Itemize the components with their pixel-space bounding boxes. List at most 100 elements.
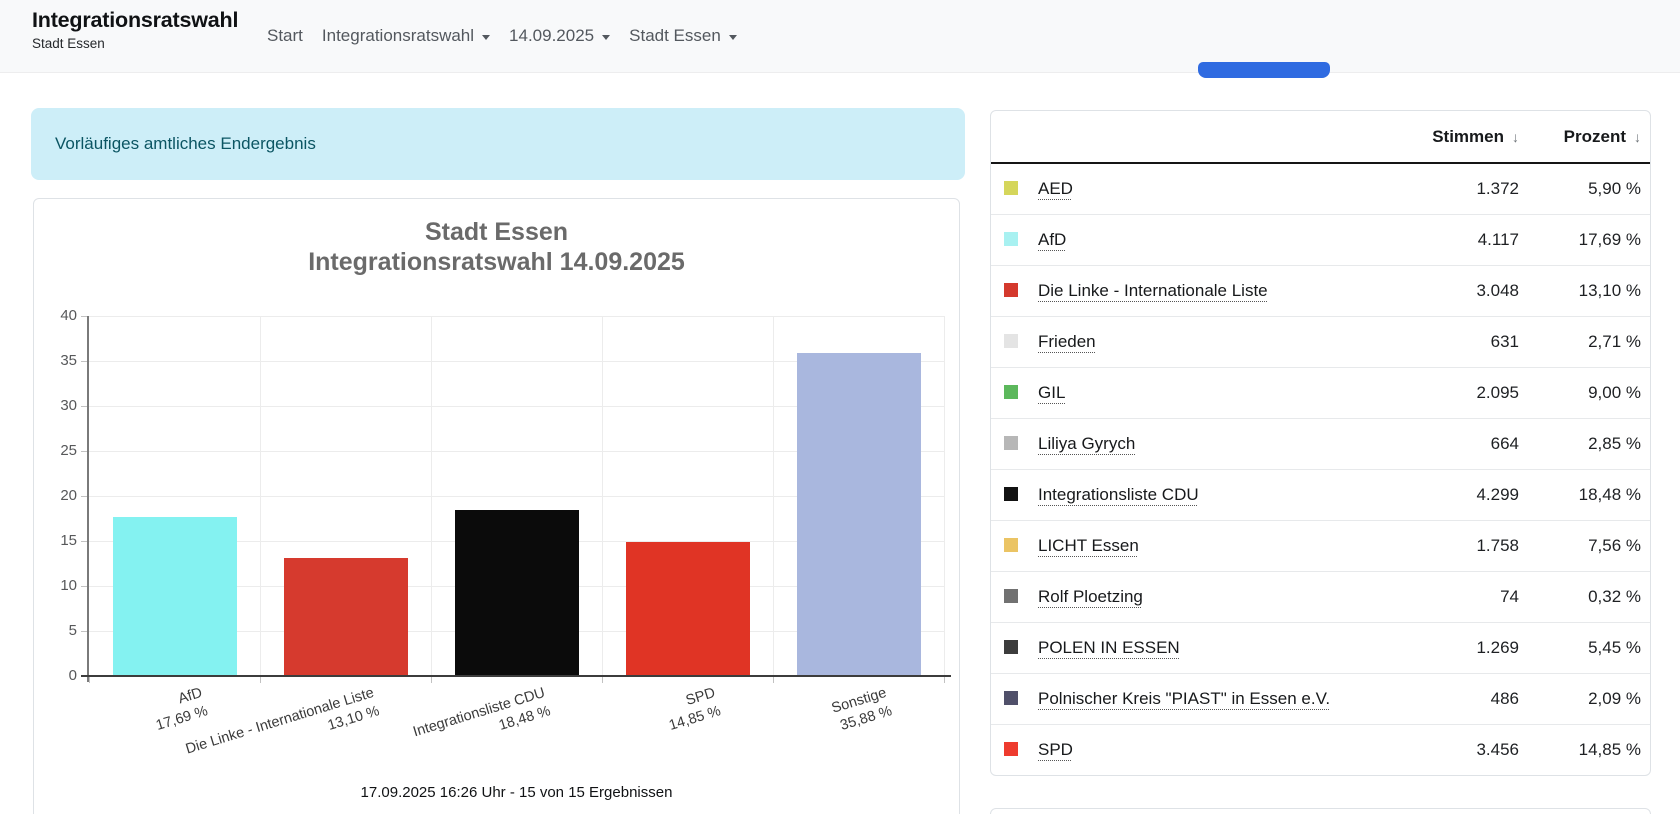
chart-title: Stadt Essen Integrationsratswahl 14.09.2… bbox=[34, 217, 959, 277]
prozent-value: 5,90 % bbox=[1588, 178, 1641, 198]
y-tick-mark bbox=[81, 496, 89, 497]
column-header-prozent[interactable]: Prozent ↓ bbox=[1530, 111, 1650, 163]
stimmen-value: 1.758 bbox=[1476, 535, 1519, 555]
table-row: Liliya Gyrych 664 2,85 % bbox=[991, 418, 1650, 469]
stimmen-value: 4.299 bbox=[1476, 484, 1519, 504]
plot-area: 0 5 10 15 20 25 30 35 40 AfD 17,69 % Die Linke - In… bbox=[60, 307, 951, 758]
party-link-afd[interactable]: AfD bbox=[1038, 229, 1067, 249]
table-row: POLEN IN ESSEN 1.269 5,45 % bbox=[991, 622, 1650, 673]
horizontal-gridline bbox=[89, 405, 944, 407]
x-tick-mark bbox=[431, 677, 432, 683]
nav-item-label: 14.09.2025 bbox=[509, 26, 595, 45]
x-tick-mark bbox=[89, 677, 90, 683]
party-color-swatch bbox=[1004, 690, 1018, 705]
x-axis-label-die-linke-internationale-liste: Die Linke - Internationale Liste 13,10 % bbox=[183, 684, 381, 778]
y-axis-label: 25 bbox=[60, 442, 77, 459]
party-link-liliya-gyrych[interactable]: Liliya Gyrych bbox=[1038, 433, 1136, 453]
table-row: GIL 2.095 9,00 % bbox=[991, 367, 1650, 418]
party-link-licht-essen[interactable]: LICHT Essen bbox=[1038, 535, 1139, 555]
result-status-text: Vorläufiges amtliches Endergebnis bbox=[55, 134, 316, 153]
app-title: Integrationsratswahl bbox=[32, 8, 239, 32]
main-nav: Start Integrationsratswahl 14.09.2025 Stadt… bbox=[267, 0, 737, 72]
y-axis-label: 5 bbox=[68, 622, 77, 639]
prozent-value: 7,56 % bbox=[1588, 535, 1641, 555]
table-row: SPD 3.456 14,85 % bbox=[991, 724, 1650, 775]
stimmen-value: 664 bbox=[1490, 433, 1519, 453]
nav-item-label: Stadt Essen bbox=[629, 26, 721, 45]
party-color-swatch bbox=[1004, 333, 1018, 348]
chart-card: Stadt Essen Integrationsratswahl 14.09.2… bbox=[33, 198, 960, 814]
y-tick-mark bbox=[81, 451, 89, 452]
y-axis-label: 40 bbox=[60, 307, 77, 324]
stimmen-value: 1.372 bbox=[1476, 178, 1519, 198]
party-link-integrationsliste-cdu[interactable]: Integrationsliste CDU bbox=[1038, 484, 1199, 504]
chevron-down-icon bbox=[728, 34, 737, 40]
column-header-party bbox=[991, 111, 1380, 163]
party-link-die-linke-internationale-liste[interactable]: Die Linke - Internationale Liste bbox=[1038, 280, 1268, 300]
x-tick-mark bbox=[260, 677, 261, 683]
table-row: Die Linke - Internationale Liste 3.048 1… bbox=[991, 265, 1650, 316]
x-axis-label-spd: SPD 14,85 % bbox=[662, 684, 724, 736]
nav-item-stadt-essen[interactable]: Stadt Essen bbox=[629, 26, 737, 46]
party-color-swatch bbox=[1004, 384, 1018, 399]
nav-item-label: Integrationsratswahl bbox=[321, 26, 475, 45]
column-header-stimmen[interactable]: Stimmen ↓ bbox=[1380, 111, 1530, 163]
chevron-down-icon bbox=[482, 34, 491, 40]
sort-desc-icon[interactable]: ↓ bbox=[1634, 128, 1641, 145]
nav-item-integrationsratswahl[interactable]: Integrationsratswahl bbox=[321, 26, 491, 46]
stimmen-value: 2.095 bbox=[1476, 382, 1519, 402]
clipped-primary-button[interactable] bbox=[1198, 62, 1330, 78]
party-link-polen-in-essen[interactable]: POLEN IN ESSEN bbox=[1038, 637, 1180, 657]
prozent-value: 2,09 % bbox=[1588, 688, 1641, 708]
vertical-gridline bbox=[944, 316, 945, 676]
stimmen-value: 3.456 bbox=[1476, 739, 1519, 759]
party-link-rolf-ploetzing[interactable]: Rolf Ploetzing bbox=[1038, 586, 1143, 606]
bar-die-linke-internationale-liste[interactable] bbox=[283, 558, 408, 676]
bar-sonstige[interactable] bbox=[796, 353, 921, 676]
party-color-swatch bbox=[1004, 180, 1018, 195]
party-link-aed[interactable]: AED bbox=[1038, 178, 1073, 198]
bar-spd[interactable] bbox=[625, 542, 750, 676]
party-link-gil[interactable]: GIL bbox=[1038, 382, 1066, 402]
party-link-frieden[interactable]: Frieden bbox=[1038, 331, 1096, 351]
stimmen-value: 74 bbox=[1500, 586, 1519, 606]
x-tick-mark bbox=[773, 677, 774, 683]
stimmen-value: 486 bbox=[1490, 688, 1519, 708]
stimmen-value: 4.117 bbox=[1477, 229, 1519, 249]
table-row: Frieden 631 2,71 % bbox=[991, 316, 1650, 367]
party-color-swatch bbox=[1004, 741, 1018, 756]
party-link-polnischer-kreis-piast-in-essen-e-v[interactable]: Polnischer Kreis "PIAST" in Essen e.V. bbox=[1038, 688, 1331, 708]
stimmen-header-label: Stimmen bbox=[1432, 126, 1504, 146]
nav-item-14-09-2025[interactable]: 14.09.2025 bbox=[509, 26, 611, 46]
prozent-value: 5,45 % bbox=[1588, 637, 1641, 657]
party-color-swatch bbox=[1004, 282, 1018, 297]
x-axis-label-afd: AfD 17,69 % bbox=[149, 684, 211, 736]
bar-afd[interactable] bbox=[112, 516, 237, 676]
stimmen-value: 3.048 bbox=[1476, 280, 1519, 300]
brand: Integrationsratswahl Stadt Essen bbox=[32, 8, 238, 51]
app-subtitle: Stadt Essen bbox=[32, 36, 105, 51]
stimmen-value: 1.269 bbox=[1476, 637, 1519, 657]
y-tick-mark bbox=[81, 631, 89, 632]
party-color-swatch bbox=[1004, 435, 1018, 450]
results-table-card: Stimmen ↓ Prozent ↓ AED 1.372 5,90 % AfD 4… bbox=[990, 110, 1651, 776]
sort-desc-icon[interactable]: ↓ bbox=[1512, 128, 1519, 145]
result-status-banner: Vorläufiges amtliches Endergebnis bbox=[31, 108, 965, 180]
table-row: Polnischer Kreis "PIAST" in Essen e.V. 4… bbox=[991, 673, 1650, 724]
party-link-spd[interactable]: SPD bbox=[1038, 739, 1073, 759]
prozent-value: 13,10 % bbox=[1578, 280, 1641, 300]
y-tick-mark bbox=[81, 361, 89, 362]
x-axis-line bbox=[81, 675, 951, 677]
y-axis-label: 20 bbox=[60, 487, 77, 504]
horizontal-gridline bbox=[89, 450, 944, 452]
table-row: Integrationsliste CDU 4.299 18,48 % bbox=[991, 469, 1650, 520]
y-axis-label: 15 bbox=[60, 532, 77, 549]
results-table: Stimmen ↓ Prozent ↓ AED 1.372 5,90 % AfD 4… bbox=[991, 111, 1650, 775]
chevron-down-icon bbox=[602, 34, 611, 40]
bar-integrationsliste-cdu[interactable] bbox=[454, 509, 579, 676]
chart-title-line1: Stadt Essen bbox=[424, 218, 569, 246]
nav-item-start[interactable]: Start bbox=[267, 26, 303, 46]
nav-item-label: Start bbox=[267, 26, 303, 45]
y-tick-mark bbox=[81, 316, 89, 317]
